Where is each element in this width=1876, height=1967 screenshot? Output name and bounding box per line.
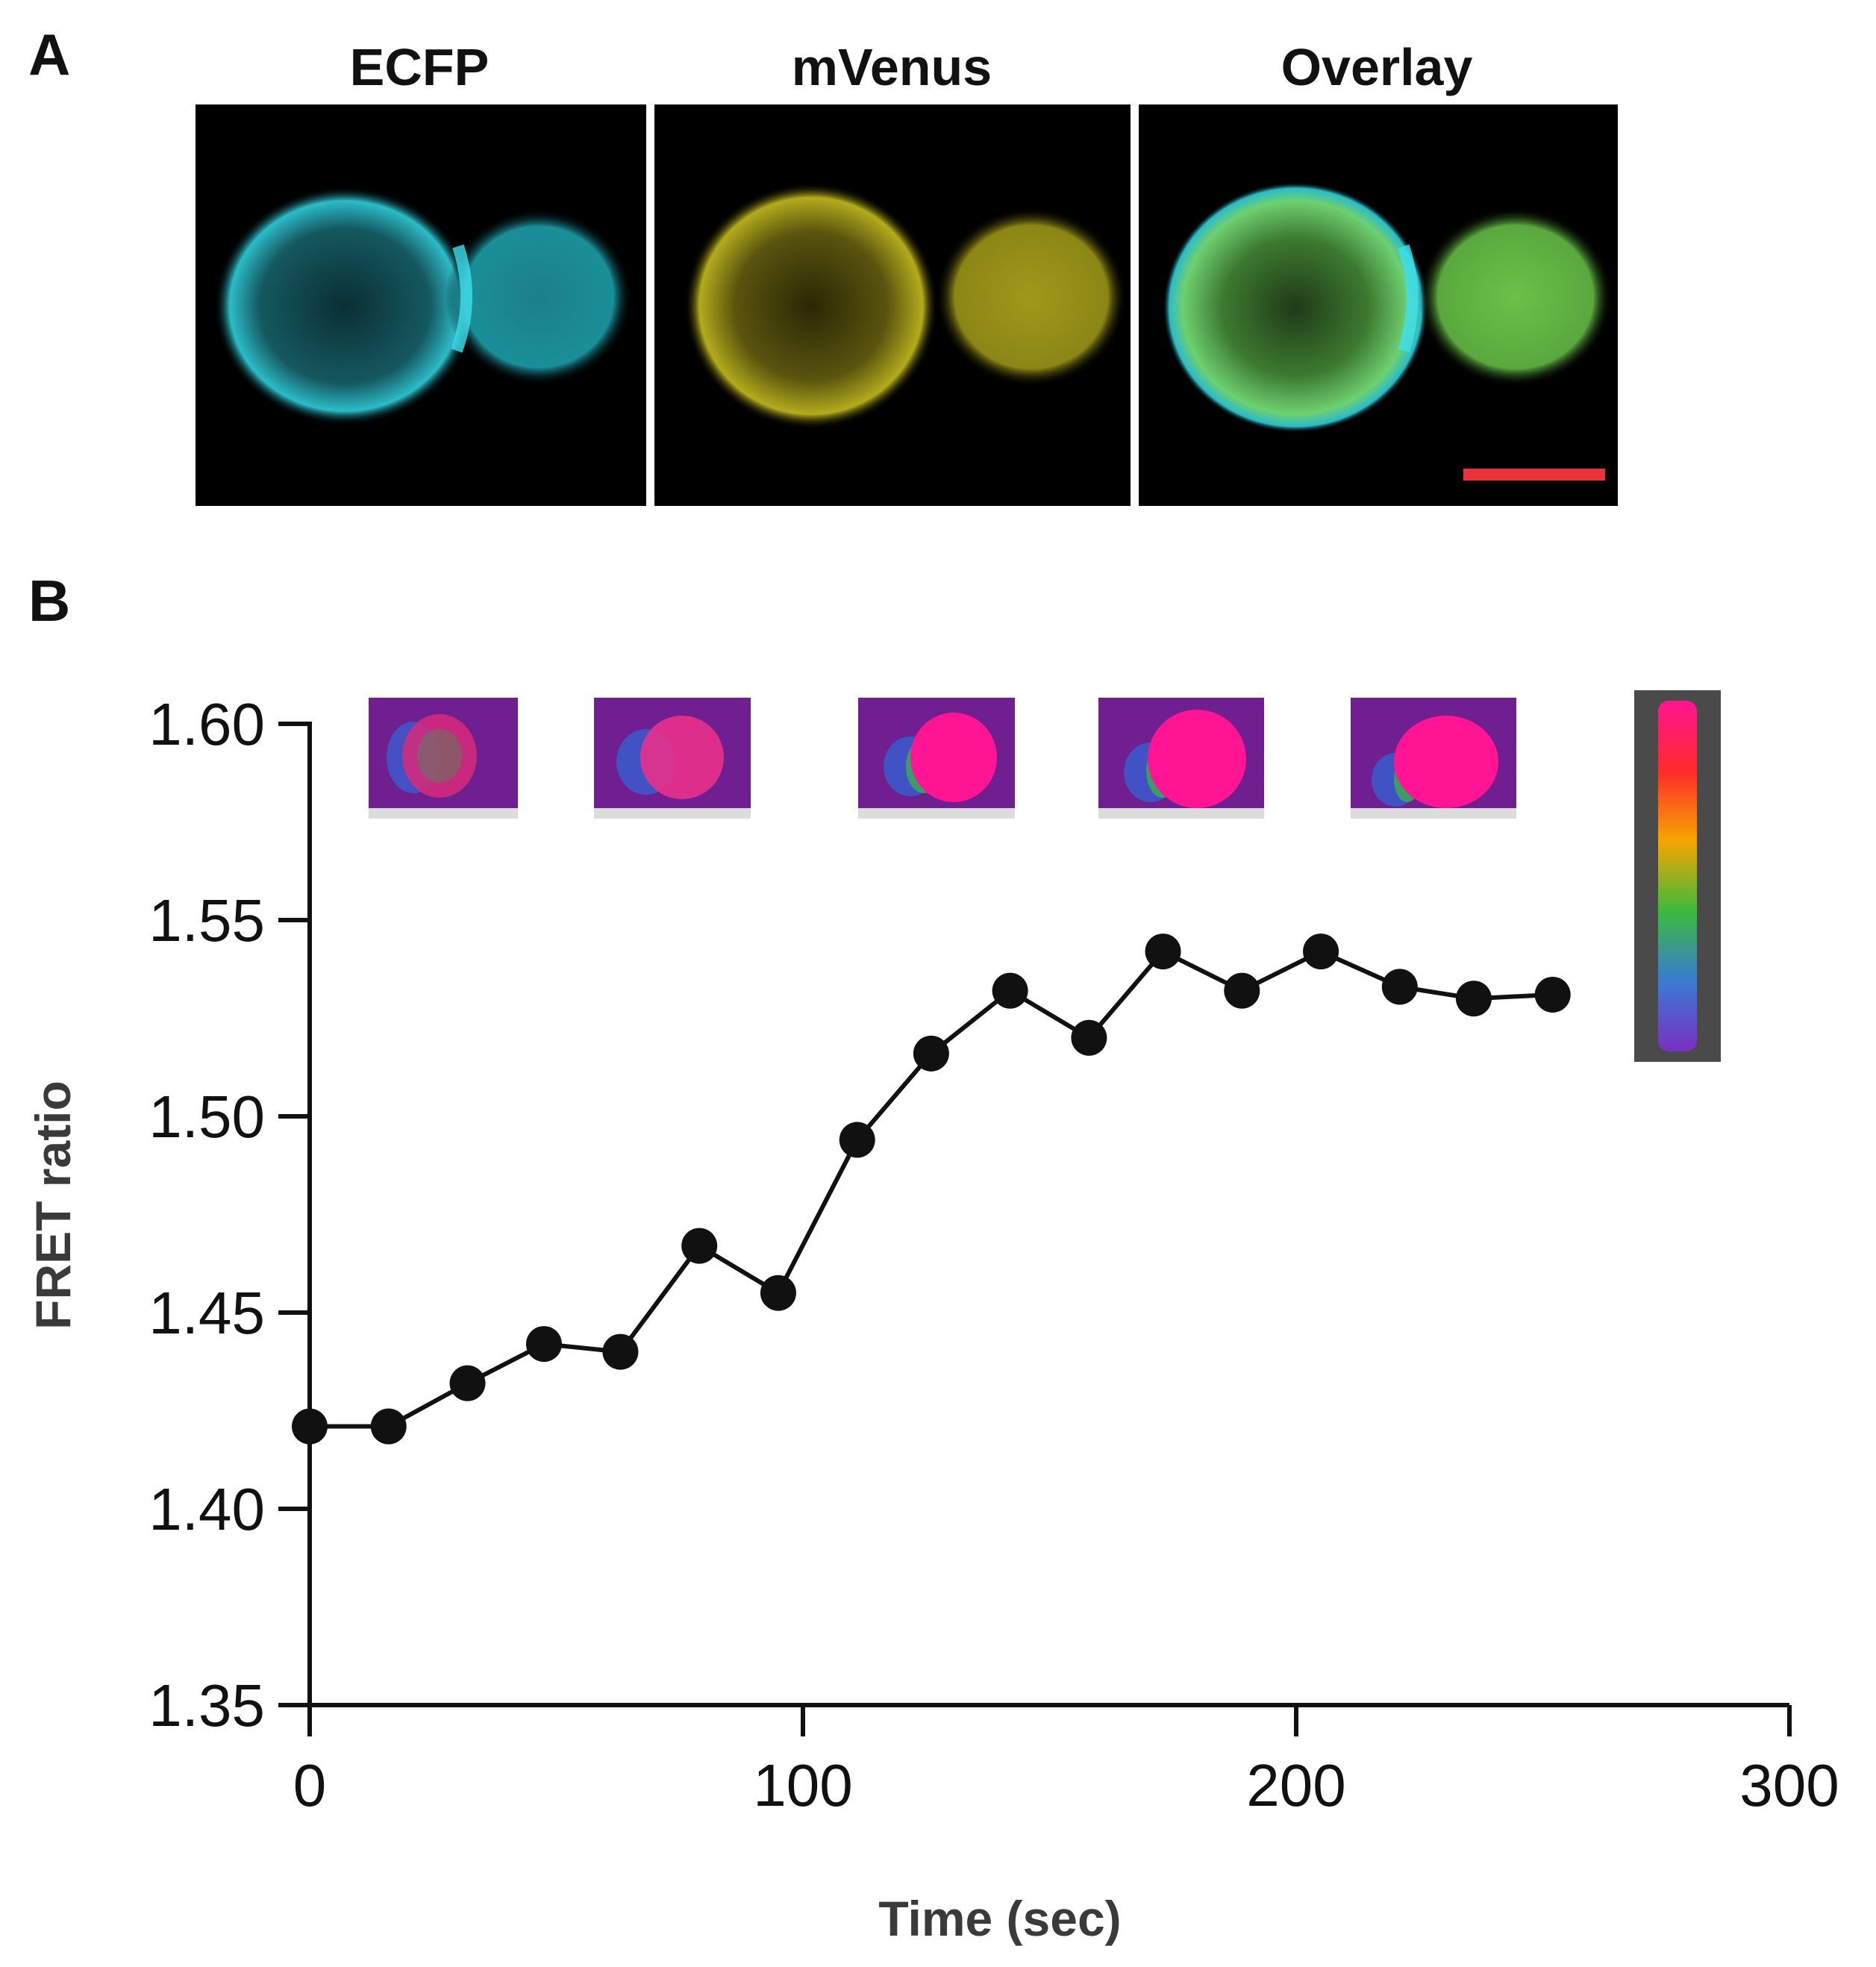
color-scale-bar — [1634, 690, 1721, 1062]
data-point — [913, 1035, 949, 1072]
data-point — [1145, 934, 1181, 970]
data-point — [1455, 981, 1492, 1017]
x-tick-label: 0 — [293, 1752, 327, 1819]
data-point — [681, 1228, 718, 1264]
panel-b-letter: B — [28, 568, 71, 634]
overlay-channel-label: Overlay — [1281, 38, 1473, 96]
mvenus-channel-label: mVenus — [791, 38, 992, 96]
y-tick-label: 1.55 — [148, 887, 265, 954]
x-tick-label: 100 — [753, 1752, 852, 1819]
panel-a-letter: A — [28, 22, 71, 87]
mvenus-micrograph — [654, 104, 1131, 506]
data-point — [1303, 934, 1339, 970]
data-point — [839, 1122, 875, 1158]
y-tick-label: 1.45 — [148, 1280, 265, 1346]
x-axis-title: Time (sec) — [878, 1891, 1121, 1946]
data-point — [370, 1408, 407, 1445]
data-point — [1381, 969, 1418, 1005]
ecfp-micrograph — [196, 104, 646, 506]
x-tick-label: 200 — [1246, 1752, 1345, 1819]
fret-thumbnail-1 — [369, 698, 518, 819]
data-point — [992, 972, 1028, 1009]
series-line — [310, 949, 1553, 1429]
fret-thumbnail-2 — [594, 698, 751, 819]
data-point — [602, 1333, 639, 1370]
color-scale-gradient — [1658, 701, 1697, 1051]
data-point — [1071, 1019, 1107, 1056]
scale-bar — [1463, 469, 1605, 481]
fret-thumbnail-3 — [858, 698, 1015, 819]
x-tick-label: 300 — [1739, 1752, 1839, 1819]
y-tick-label: 1.40 — [148, 1476, 265, 1542]
fret-thumbnail-5 — [1351, 698, 1516, 819]
fret-thumbnail-4 — [1098, 698, 1264, 819]
ecfp-channel-label: ECFP — [349, 38, 490, 96]
data-point — [525, 1326, 562, 1363]
data-point — [292, 1408, 328, 1445]
data-point — [1534, 976, 1571, 1013]
overlay-micrograph — [1139, 104, 1618, 506]
y-axis-title: FRET ratio — [25, 1081, 81, 1330]
data-point — [760, 1275, 796, 1311]
y-tick-label: 1.35 — [148, 1672, 265, 1739]
data-point — [449, 1365, 486, 1401]
y-tick-label: 1.50 — [148, 1083, 265, 1150]
data-point — [1224, 972, 1260, 1009]
y-tick-label: 1.60 — [148, 691, 265, 757]
